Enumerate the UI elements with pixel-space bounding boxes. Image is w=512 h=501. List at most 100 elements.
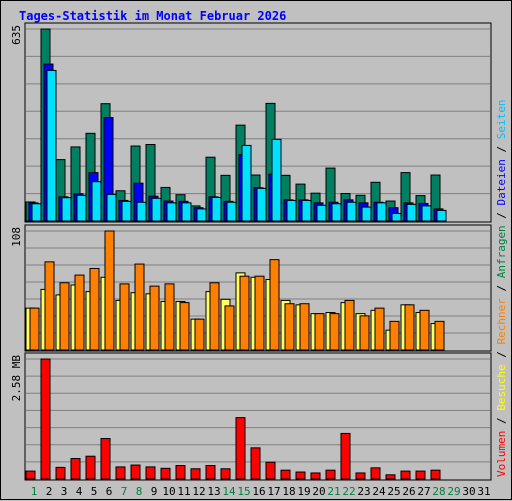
bar-volume-volumen-day-7 xyxy=(115,466,126,480)
bar-requests-seiten-day-6 xyxy=(106,193,117,222)
bar-volume-volumen-day-9 xyxy=(145,466,156,480)
y-max-label: 108 xyxy=(10,227,23,247)
bar-requests-seiten-day-19 xyxy=(301,199,312,222)
bar-requests-seiten-day-21 xyxy=(331,203,342,222)
bar-volume-volumen-day-28 xyxy=(430,469,441,480)
bar-requests-seiten-day-20 xyxy=(316,204,327,222)
x-tick-label-day-30: 30 xyxy=(462,485,475,498)
x-tick-label-day-13: 13 xyxy=(207,485,220,498)
x-tick-label-day-24: 24 xyxy=(372,485,386,498)
bar-volume-volumen-day-11 xyxy=(175,465,186,480)
x-tick-label-day-29: 29 xyxy=(447,485,460,498)
x-tick-label-day-20: 20 xyxy=(312,485,325,498)
bar-visits-rechner-day-21 xyxy=(329,313,340,351)
x-tick-label-day-15: 15 xyxy=(237,485,250,498)
bar-volume-volumen-day-19 xyxy=(295,471,306,480)
bar-requests-seiten-day-7 xyxy=(121,200,132,222)
bar-visits-rechner-day-5 xyxy=(89,267,100,351)
x-tick-label-day-9: 9 xyxy=(151,485,158,498)
legend-entry: Besuche xyxy=(495,364,508,410)
bar-requests-seiten-day-11 xyxy=(181,202,192,222)
x-tick-label-day-25: 25 xyxy=(387,485,400,498)
x-tick-label-day-31: 31 xyxy=(477,485,490,498)
bar-requests-seiten-day-16 xyxy=(256,187,267,222)
x-tick-label-day-6: 6 xyxy=(106,485,113,498)
bar-visits-rechner-day-2 xyxy=(44,261,55,351)
bar-visits-rechner-day-15 xyxy=(239,275,250,351)
bar-volume-volumen-day-20 xyxy=(310,472,321,480)
x-tick-label-day-8: 8 xyxy=(136,485,143,498)
x-tick-label-day-23: 23 xyxy=(357,485,370,498)
x-tick-label-day-17: 17 xyxy=(267,485,280,498)
bar-requests-seiten-day-15 xyxy=(241,144,252,222)
bar-volume-volumen-day-13 xyxy=(205,465,216,480)
x-tick-label-day-12: 12 xyxy=(192,485,205,498)
bar-visits-rechner-day-4 xyxy=(74,274,85,351)
bar-volume-volumen-day-18 xyxy=(280,469,291,480)
x-tick-label-day-11: 11 xyxy=(177,485,190,498)
legend-entry: Volumen xyxy=(495,431,508,477)
bar-volume-volumen-day-17 xyxy=(265,461,276,480)
bar-requests-seiten-day-25 xyxy=(391,212,402,222)
y-max-label: 635 xyxy=(10,25,23,45)
bar-visits-rechner-day-10 xyxy=(164,283,175,351)
bar-visits-rechner-day-3 xyxy=(59,282,70,351)
bar-requests-seiten-day-14 xyxy=(226,201,237,222)
chart-title: Tages-Statistik im Monat Februar 2026 xyxy=(19,9,286,23)
bar-visits-rechner-day-9 xyxy=(149,285,160,351)
legend-entry: / xyxy=(495,411,508,431)
bar-requests-seiten-day-1 xyxy=(31,203,42,222)
bar-requests-seiten-day-23 xyxy=(361,206,372,222)
bar-visits-rechner-day-26 xyxy=(404,304,415,351)
bar-visits-rechner-day-1 xyxy=(29,307,40,351)
x-tick-label-day-19: 19 xyxy=(297,485,310,498)
x-tick-label-day-21: 21 xyxy=(327,485,340,498)
bar-requests-seiten-day-4 xyxy=(76,194,87,222)
bar-visits-rechner-day-8 xyxy=(134,263,145,351)
x-tick-label-day-16: 16 xyxy=(252,485,265,498)
x-tick-label-day-26: 26 xyxy=(402,485,415,498)
x-tick-label-day-2: 2 xyxy=(46,485,53,498)
bar-requests-seiten-day-22 xyxy=(346,201,357,222)
x-tick-label-day-5: 5 xyxy=(91,485,98,498)
legend-entry: Dateien xyxy=(495,159,508,205)
x-tick-label-day-10: 10 xyxy=(162,485,175,498)
bar-visits-rechner-day-25 xyxy=(389,320,400,351)
bar-volume-volumen-day-27 xyxy=(415,470,426,480)
bar-volume-volumen-day-23 xyxy=(355,472,366,480)
bar-requests-seiten-day-18 xyxy=(286,199,297,222)
x-tick-label-day-7: 7 xyxy=(121,485,128,498)
bar-requests-seiten-day-27 xyxy=(421,205,432,222)
x-tick-label-day-4: 4 xyxy=(76,485,83,498)
bar-visits-rechner-day-6 xyxy=(104,230,115,351)
legend-entry: / xyxy=(495,345,508,365)
x-tick-label-day-22: 22 xyxy=(342,485,355,498)
x-tick-label-day-1: 1 xyxy=(31,485,38,498)
x-tick-label-day-28: 28 xyxy=(432,485,445,498)
bar-volume-volumen-day-1 xyxy=(25,470,36,480)
bar-visits-rechner-day-22 xyxy=(344,299,355,351)
bar-visits-rechner-day-7 xyxy=(119,283,130,351)
bar-visits-rechner-day-12 xyxy=(194,318,205,351)
bar-volume-volumen-day-24 xyxy=(370,467,381,480)
bar-requests-seiten-day-8 xyxy=(136,201,147,222)
legend-entry: / xyxy=(495,139,508,159)
bar-requests-seiten-day-17 xyxy=(271,138,282,222)
legend-entry: Rechner xyxy=(495,298,508,345)
bar-volume-volumen-day-21 xyxy=(325,469,336,480)
bar-requests-seiten-day-28 xyxy=(436,209,447,222)
bar-requests-seiten-day-26 xyxy=(406,203,417,222)
x-tick-label-day-3: 3 xyxy=(61,485,68,498)
x-tick-label-day-27: 27 xyxy=(417,485,430,498)
bar-requests-seiten-day-9 xyxy=(151,197,162,222)
legend-entry: / xyxy=(495,278,508,298)
bar-visits-rechner-day-24 xyxy=(374,307,385,351)
bar-visits-rechner-day-14 xyxy=(224,305,235,351)
bar-volume-volumen-day-15 xyxy=(235,417,246,480)
bar-volume-volumen-day-5 xyxy=(85,455,96,480)
legend-entry: Seiten xyxy=(495,99,508,139)
bar-volume-volumen-day-10 xyxy=(160,467,171,480)
bar-requests-seiten-day-3 xyxy=(61,197,72,222)
bar-requests-seiten-day-24 xyxy=(376,202,387,222)
